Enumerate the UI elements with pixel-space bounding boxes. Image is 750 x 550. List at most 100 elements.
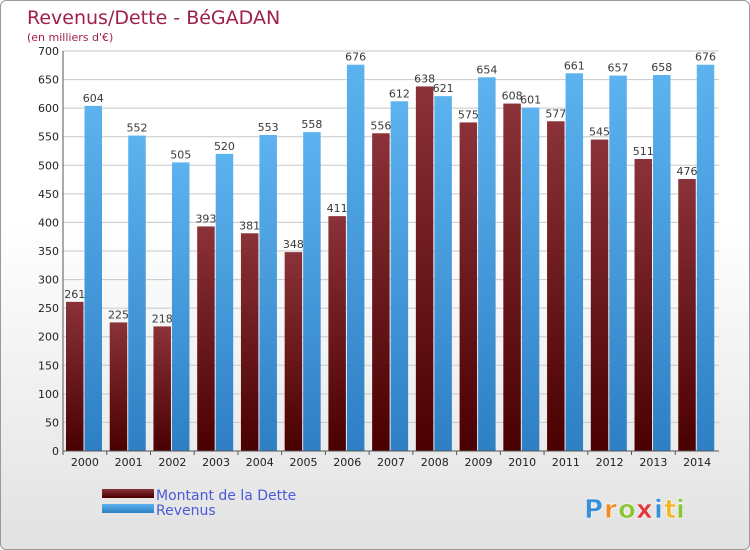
value-label-debt: 411 xyxy=(327,202,348,215)
bar-debt-2014 xyxy=(678,179,696,451)
x-tick-label: 2008 xyxy=(421,456,449,469)
value-label-revenus: 505 xyxy=(170,148,191,161)
value-label-revenus: 604 xyxy=(83,92,104,105)
bar-revenus-2011 xyxy=(565,73,584,452)
value-label-debt: 577 xyxy=(545,107,566,120)
legend-label-debt: Montant de la Dette xyxy=(156,488,296,504)
y-tick-label: 500 xyxy=(38,159,59,172)
y-tick-label: 150 xyxy=(38,359,59,372)
y-tick-label: 600 xyxy=(38,102,59,115)
y-tick-label: 250 xyxy=(38,302,59,315)
value-label-debt: 381 xyxy=(239,219,260,232)
logo-letter: i xyxy=(676,495,685,525)
x-tick-label: 2004 xyxy=(246,456,274,469)
x-axis-ticks: 2000 2001 2002 2003 2004 2005 2006 2007 2008 2009… xyxy=(62,451,711,469)
value-label-debt: 476 xyxy=(677,165,698,178)
bar-debt-2002 xyxy=(153,326,171,451)
x-tick-label: 2013 xyxy=(639,456,667,469)
bar-debt-2013 xyxy=(634,159,653,451)
value-label-revenus: 558 xyxy=(301,118,322,131)
bar-revenus-2003 xyxy=(215,153,234,451)
value-label-debt: 608 xyxy=(502,90,523,103)
chart-subtitle: (en milliers d'€) xyxy=(27,31,113,44)
bar-revenus-2013 xyxy=(653,75,671,451)
y-tick-label: 0 xyxy=(52,445,59,458)
x-tick-label: 2006 xyxy=(333,456,361,469)
bar-revenus-2005 xyxy=(303,132,321,451)
x-tick-label: 2003 xyxy=(202,456,230,469)
x-tick-label: 2014 xyxy=(683,456,711,469)
value-label-debt: 218 xyxy=(152,312,173,325)
logo-letter: t xyxy=(664,495,676,525)
value-label-debt: 556 xyxy=(370,119,391,132)
logo-letter: i xyxy=(654,495,663,525)
value-label-debt: 393 xyxy=(195,212,216,225)
value-label-revenus: 612 xyxy=(389,87,410,100)
bar-debt-2004 xyxy=(240,233,259,451)
bar-debt-2000 xyxy=(66,301,84,451)
value-label-debt: 575 xyxy=(458,108,479,121)
value-labels: 261 604 225 552 218 505 393 520 381 553 348 558 411 6… xyxy=(64,51,716,326)
bar-debt-2009 xyxy=(459,122,478,451)
value-label-revenus: 552 xyxy=(126,122,147,135)
value-label-debt: 638 xyxy=(414,72,435,85)
value-label-revenus: 676 xyxy=(345,51,366,64)
bar-debt-2005 xyxy=(284,252,303,451)
y-tick-label: 300 xyxy=(38,274,59,287)
bar-revenus-2000 xyxy=(84,105,102,451)
y-tick-label: 450 xyxy=(38,188,59,201)
value-label-revenus: 676 xyxy=(695,51,716,64)
bar-debt-2007 xyxy=(372,133,390,452)
bar-revenus-2010 xyxy=(521,107,540,452)
bar-debt-2006 xyxy=(328,216,346,451)
y-tick-label: 350 xyxy=(38,245,59,258)
legend-swatch-revenus xyxy=(102,504,154,513)
logo-letter: x xyxy=(636,495,653,525)
bar-revenus-2012 xyxy=(609,75,627,452)
x-tick-label: 2011 xyxy=(552,456,580,469)
bar-debt-2012 xyxy=(590,139,609,452)
y-tick-label: 50 xyxy=(45,416,59,429)
value-label-debt: 511 xyxy=(633,145,654,158)
x-tick-label: 2005 xyxy=(290,456,318,469)
legend-label-revenus: Revenus xyxy=(156,503,216,519)
y-tick-label: 400 xyxy=(38,216,59,229)
value-label-revenus: 520 xyxy=(214,140,235,153)
bar-debt-2008 xyxy=(415,86,434,451)
x-tick-label: 2000 xyxy=(71,456,99,469)
y-tick-label: 100 xyxy=(38,388,59,401)
value-label-revenus: 657 xyxy=(608,62,629,75)
bar-revenus-2007 xyxy=(390,101,409,452)
value-label-revenus: 654 xyxy=(476,63,497,76)
y-tick-label: 550 xyxy=(38,131,59,144)
x-tick-label: 2007 xyxy=(377,456,405,469)
bar-revenus-2001 xyxy=(128,135,146,452)
value-label-debt: 225 xyxy=(108,308,129,321)
x-tick-label: 2012 xyxy=(596,456,624,469)
legend-swatch-debt xyxy=(102,489,154,498)
y-tick-label: 200 xyxy=(38,331,59,344)
x-tick-label: 2009 xyxy=(464,456,492,469)
value-label-debt: 348 xyxy=(283,238,304,251)
legend: Montant de la Dette Revenus xyxy=(102,488,296,519)
logo-letter: o xyxy=(618,495,636,525)
value-label-debt: 261 xyxy=(64,288,85,301)
bar-revenus-2004 xyxy=(259,135,277,451)
bar-revenus-2006 xyxy=(346,64,365,451)
logo-letter: P xyxy=(584,495,603,525)
bar-debt-2010 xyxy=(503,103,521,452)
bar-debt-2001 xyxy=(109,322,128,451)
value-label-revenus: 661 xyxy=(564,59,585,72)
y-axis-ticks: 0 50 100 150 200 250 300 350 400 450 500 550 600 650 7… xyxy=(38,45,59,458)
value-label-revenus: 658 xyxy=(651,61,672,74)
chart-title: Revenus/Dette - BéGADAN xyxy=(27,7,280,29)
bar-revenus-2008 xyxy=(434,96,452,452)
value-label-revenus: 553 xyxy=(258,121,279,134)
y-tick-label: 700 xyxy=(38,45,59,58)
value-label-revenus: 621 xyxy=(433,82,454,95)
bars xyxy=(66,64,715,452)
y-tick-label: 650 xyxy=(38,74,59,87)
